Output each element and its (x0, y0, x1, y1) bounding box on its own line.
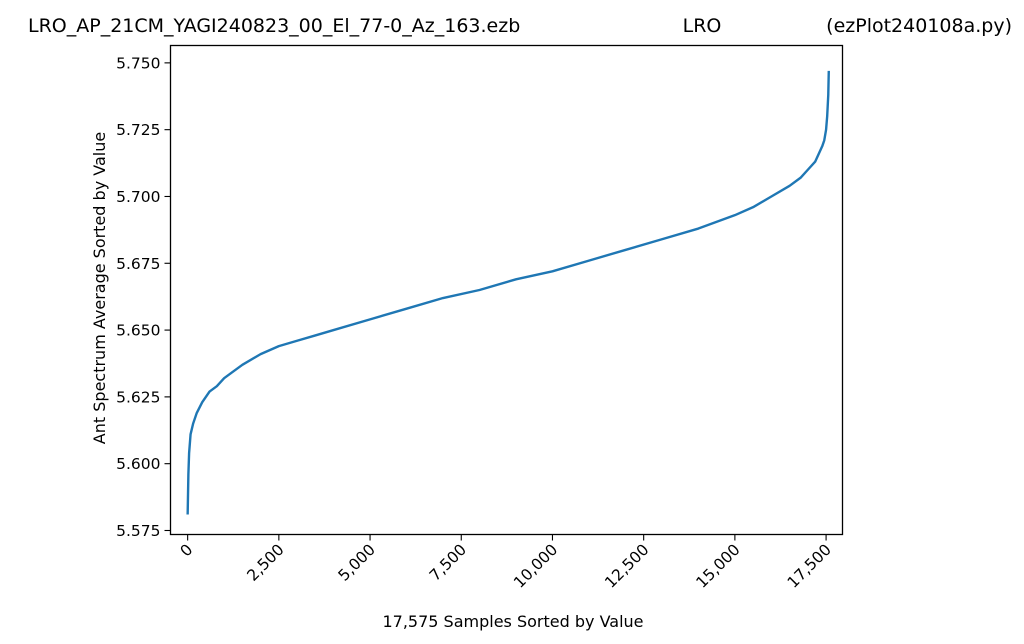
x-tick-label: 17,500 (784, 541, 835, 592)
chart-title-left: LRO_AP_21CM_YAGI240823_00_El_77-0_Az_163… (28, 15, 520, 37)
x-tick-label: 0 (177, 541, 197, 561)
x-tick-label: 5,000 (335, 541, 379, 585)
x-tick-label: 15,000 (693, 541, 744, 592)
y-tick-label: 5.700 (116, 188, 160, 206)
y-tick-label: 5.600 (116, 455, 160, 473)
chart-title-right: (ezPlot240108a.py) (826, 15, 1012, 37)
y-axis-label: Ant Spectrum Average Sorted by Value (90, 132, 109, 444)
plot-frame (169, 44, 844, 536)
y-tick-label: 5.725 (116, 121, 160, 139)
x-tick-label: 12,500 (601, 541, 652, 592)
y-tick-label: 5.675 (116, 255, 160, 273)
x-axis-ticks: 0 2,500 5,000 7,500 10,000 12,500 15,000 17,500 (177, 534, 835, 592)
series-line (186, 70, 830, 515)
x-axis-label: 17,575 Samples Sorted by Value (382, 612, 643, 631)
y-tick-label: 5.650 (116, 322, 160, 340)
y-tick-label: 5.575 (116, 522, 160, 540)
x-tick-label: 2,500 (244, 541, 288, 585)
x-tick-label: 10,000 (510, 541, 561, 592)
x-tick-label: 7,500 (426, 541, 470, 585)
y-tick-label: 5.750 (116, 54, 160, 72)
y-axis-ticks: 5.575 5.600 5.625 5.650 5.675 5.700 5.725 5.750 (116, 54, 171, 540)
chart-title-center: LRO (683, 15, 722, 37)
y-tick-label: 5.625 (116, 388, 160, 406)
series-layer (186, 70, 830, 515)
